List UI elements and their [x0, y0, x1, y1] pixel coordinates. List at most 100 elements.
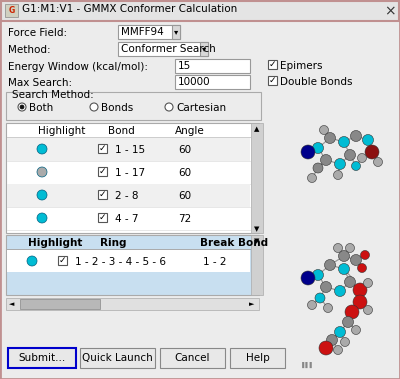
Circle shape [324, 260, 336, 271]
Bar [6, 123, 259, 233]
Text: 10000: 10000 [178, 77, 211, 87]
Circle shape [308, 174, 316, 183]
Circle shape [312, 143, 324, 153]
Text: ✓: ✓ [99, 190, 106, 199]
Circle shape [353, 283, 367, 297]
Circle shape [358, 263, 366, 273]
Bar [251, 123, 263, 233]
Text: 15: 15 [178, 61, 191, 71]
Text: Search Method:: Search Method: [12, 90, 94, 100]
Text: Ring: Ring [100, 238, 126, 248]
Text: ✓: ✓ [99, 144, 106, 153]
Text: Both: Both [29, 103, 53, 113]
Circle shape [165, 103, 173, 111]
Bar [6, 92, 261, 120]
Circle shape [308, 301, 316, 310]
Circle shape [301, 271, 315, 285]
Text: 1 - 17: 1 - 17 [115, 168, 145, 178]
Circle shape [340, 338, 350, 346]
Circle shape [334, 326, 346, 338]
Text: ◄: ◄ [9, 301, 15, 307]
Text: ▾: ▾ [202, 44, 206, 53]
Circle shape [358, 153, 366, 163]
Circle shape [315, 293, 325, 303]
Circle shape [18, 103, 26, 111]
Bar [6, 298, 259, 310]
Text: 60: 60 [178, 168, 191, 178]
Bar [118, 25, 180, 39]
Circle shape [312, 269, 324, 280]
Circle shape [350, 130, 362, 141]
Text: Cancel: Cancel [175, 353, 210, 363]
Circle shape [334, 346, 342, 354]
Bar [58, 256, 67, 265]
Bar [6, 235, 259, 295]
Circle shape [301, 145, 315, 159]
Bar [175, 75, 250, 89]
Text: ✓: ✓ [99, 213, 106, 222]
Text: Quick Launch: Quick Launch [82, 353, 153, 363]
Circle shape [364, 305, 372, 315]
Text: Epimers: Epimers [280, 61, 322, 71]
Text: Break Bond: Break Bond [200, 238, 268, 248]
Text: MMFF94: MMFF94 [121, 27, 164, 37]
Bar [200, 42, 208, 56]
Bar [98, 167, 107, 176]
Circle shape [365, 145, 379, 159]
Text: Highlight: Highlight [38, 126, 85, 136]
Circle shape [338, 136, 350, 147]
Text: Method:: Method: [8, 45, 51, 55]
Circle shape [324, 304, 332, 313]
Text: Bonds: Bonds [101, 103, 133, 113]
Bar [7, 138, 250, 161]
Text: 1 - 15: 1 - 15 [115, 145, 145, 155]
Text: Max Search:: Max Search: [8, 78, 72, 88]
Text: Double Bonds: Double Bonds [280, 77, 352, 87]
Text: G: G [8, 6, 15, 15]
Circle shape [364, 279, 372, 288]
Text: Conformer Search: Conformer Search [121, 44, 216, 54]
Text: ▼: ▼ [254, 226, 260, 232]
Text: Highlight: Highlight [28, 238, 82, 248]
Bar [80, 348, 155, 368]
Text: 72: 72 [178, 214, 191, 224]
Text: Force Field:: Force Field: [8, 28, 67, 38]
Circle shape [334, 285, 346, 296]
Circle shape [352, 326, 360, 335]
Circle shape [334, 158, 346, 169]
Bar [7, 184, 250, 207]
Circle shape [345, 305, 359, 319]
Bar [5, 4, 18, 17]
Bar [98, 213, 107, 222]
Circle shape [37, 167, 47, 177]
Circle shape [374, 158, 382, 166]
Circle shape [342, 316, 354, 327]
Text: ▐▐▐: ▐▐▐ [300, 362, 313, 368]
Circle shape [27, 256, 37, 266]
Text: ✓: ✓ [269, 60, 276, 69]
Bar [268, 60, 277, 69]
Bar [268, 76, 277, 85]
Circle shape [313, 163, 323, 173]
Text: 4 - 7: 4 - 7 [115, 214, 138, 224]
Bar [118, 42, 208, 56]
Text: ►: ► [249, 301, 255, 307]
Bar [160, 348, 225, 368]
Circle shape [320, 125, 328, 135]
Text: ✓: ✓ [59, 256, 66, 265]
Text: ▲: ▲ [254, 126, 260, 132]
Text: 1 - 2: 1 - 2 [203, 257, 226, 267]
Circle shape [338, 251, 350, 262]
Circle shape [344, 149, 356, 160]
Text: G1:M1:V1 - GMMX Conformer Calculation: G1:M1:V1 - GMMX Conformer Calculation [22, 4, 237, 14]
Bar [251, 235, 263, 295]
Circle shape [352, 161, 360, 171]
Text: 2 - 8: 2 - 8 [115, 191, 138, 201]
Circle shape [346, 243, 354, 252]
Bar [20, 299, 100, 309]
Circle shape [334, 171, 342, 180]
Text: Energy Window (kcal/mol):: Energy Window (kcal/mol): [8, 62, 148, 72]
Text: ×: × [384, 4, 396, 18]
Circle shape [350, 255, 362, 266]
Circle shape [319, 341, 333, 355]
